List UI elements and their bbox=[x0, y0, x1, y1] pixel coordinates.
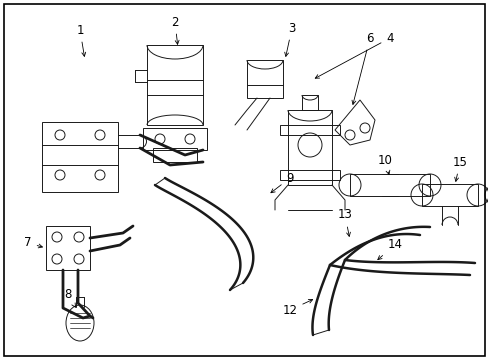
Bar bbox=[280, 170, 339, 180]
Text: 14: 14 bbox=[377, 238, 402, 260]
Text: 13: 13 bbox=[337, 208, 352, 237]
Bar bbox=[421, 184, 477, 206]
Text: 2: 2 bbox=[171, 15, 179, 44]
Bar bbox=[287, 110, 331, 185]
Bar bbox=[42, 122, 118, 192]
Bar bbox=[246, 60, 283, 98]
Text: 8: 8 bbox=[64, 288, 75, 307]
Bar bbox=[349, 174, 429, 196]
Text: 12: 12 bbox=[282, 300, 312, 316]
Text: 10: 10 bbox=[377, 153, 392, 175]
Bar bbox=[280, 125, 339, 135]
Text: 4: 4 bbox=[315, 31, 393, 78]
Bar bbox=[153, 148, 197, 162]
Bar bbox=[302, 95, 317, 110]
Text: 6: 6 bbox=[351, 31, 373, 104]
Text: 15: 15 bbox=[451, 156, 467, 181]
Bar bbox=[46, 226, 90, 270]
Text: 1: 1 bbox=[76, 23, 85, 56]
Text: 3: 3 bbox=[284, 22, 295, 57]
Text: 9: 9 bbox=[270, 171, 293, 193]
Text: 7: 7 bbox=[24, 237, 42, 249]
Bar bbox=[147, 45, 203, 125]
Bar bbox=[142, 128, 206, 150]
